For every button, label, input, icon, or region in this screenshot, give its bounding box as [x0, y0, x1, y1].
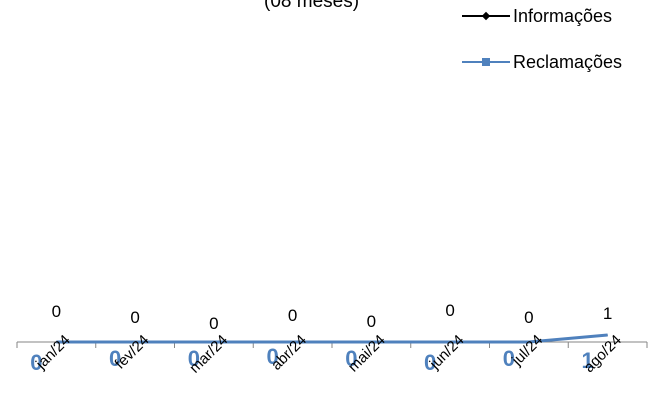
- legend-label-informacoes: Informações: [513, 5, 613, 26]
- legend-swatch-reclamacoes: [462, 58, 510, 66]
- data-label-informacoes: 0: [288, 306, 297, 325]
- data-label-reclamacoes: 0: [424, 350, 436, 375]
- data-label-informacoes: 0: [445, 301, 454, 320]
- legend-swatch-informacoes: [462, 11, 510, 21]
- legend-item-reclamacoes: Reclamações: [462, 50, 622, 74]
- data-label-reclamacoes: 0: [188, 346, 200, 371]
- data-label-informacoes: 0: [367, 312, 376, 331]
- legend-item-informacoes: Informações: [462, 4, 622, 28]
- data-label-reclamacoes: 0: [109, 346, 121, 371]
- data-label-reclamacoes: 0: [30, 350, 42, 375]
- data-label-reclamacoes: 0: [267, 344, 279, 369]
- chart-subtitle: (08 meses): [264, 0, 360, 12]
- data-label-informacoes: 0: [130, 308, 139, 327]
- data-label-reclamacoes: 0: [345, 346, 357, 371]
- data-label-informacoes: 0: [52, 302, 61, 321]
- legend-label-reclamacoes: Reclamações: [513, 51, 623, 72]
- data-label-reclamacoes: 1: [582, 348, 594, 373]
- data-label-informacoes: 0: [209, 314, 218, 333]
- data-label-reclamacoes: 0: [503, 346, 515, 371]
- data-label-informacoes: 1: [603, 304, 612, 323]
- legend: Informações Reclamações: [462, 4, 622, 96]
- series-line-reclamacoes: [56, 333, 608, 344]
- data-label-informacoes: 0: [524, 308, 533, 327]
